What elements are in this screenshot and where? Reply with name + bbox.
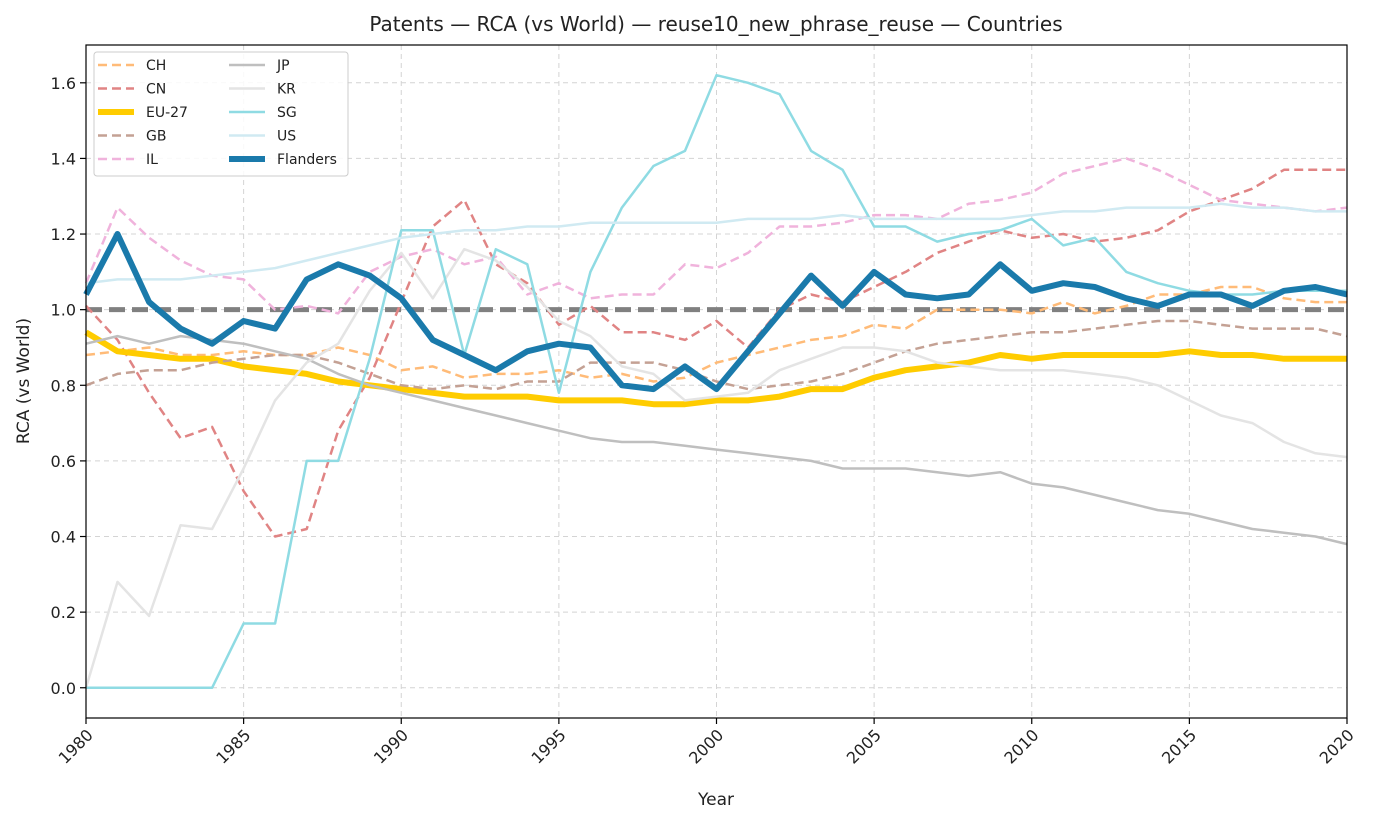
series-line-kr [84,247,1348,689]
y-tick-label: 0.6 [51,452,76,471]
series-line-us [85,202,1347,285]
y-tick-label: 1.4 [51,149,76,168]
series-line-eu-27 [84,329,1347,408]
legend-label: KR [277,82,296,98]
series-line-il [84,157,1348,315]
legend: CH CN EU-27 GB IL JP KR SG US Flanders [93,51,349,177]
legend-label: EU-27 [146,105,188,121]
series-line-flanders [83,231,1348,393]
series-line-sg [86,73,1347,690]
y-tick-label: 0.2 [51,603,76,622]
y-tick-label: 1.0 [51,301,76,320]
chart-title: Patents — RCA (vs World) — reuse10_new_p… [369,12,1062,36]
legend-label: GB [146,129,166,145]
y-tick-label: 0.8 [51,376,76,395]
x-axis-label: Year [697,790,734,810]
legend-label: Flanders [277,152,337,168]
legend-label: JP [276,58,290,74]
legend-label: IL [146,152,158,168]
series-line-jp [85,334,1348,546]
y-tick-label: 0.0 [51,679,76,698]
series-line-gb [85,319,1348,391]
legend-label: SG [277,105,297,121]
y-axis-ticks: 0.0 0.2 0.4 0.6 0.8 1.0 1.2 1.4 1.6 [51,74,86,698]
y-tick-label: 1.6 [51,74,76,93]
series-lines [83,73,1348,690]
legend-box [93,51,349,177]
legend-label: CH [146,58,166,74]
legend-label: US [277,129,296,145]
legend-label: CN [146,82,166,98]
y-tick-label: 1.2 [51,225,76,244]
y-tick-label: 0.4 [51,528,76,547]
series-line-cn [85,168,1347,538]
y-axis-label: RCA (vs World) [14,318,34,444]
